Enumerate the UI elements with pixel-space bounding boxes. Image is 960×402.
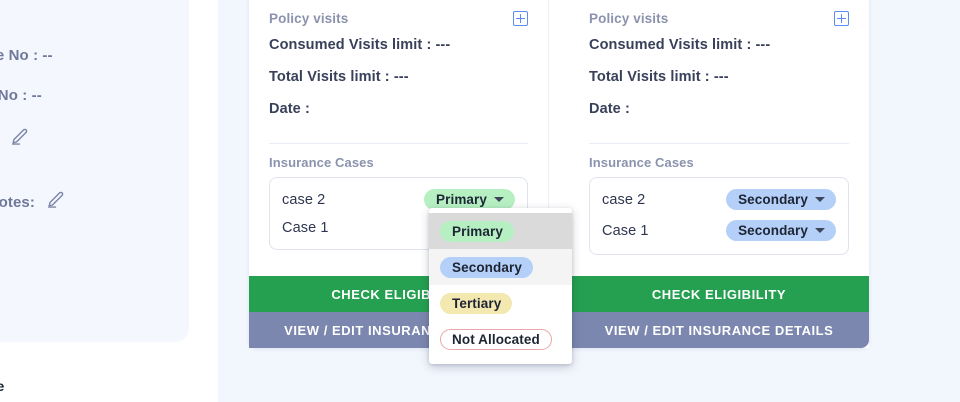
consumed-visits-limit: Consumed Visits limit : ---	[589, 37, 771, 53]
option-chip: Primary	[440, 220, 514, 242]
pencil-icon[interactable]	[9, 127, 29, 151]
patient-info-line: cial Notes:	[0, 190, 65, 214]
divider	[269, 143, 528, 144]
total-visits-limit: Total Visits limit : ---	[269, 69, 409, 85]
plus-square-icon[interactable]	[834, 11, 849, 26]
case-name: case 2	[602, 191, 646, 208]
case-status-label: Secondary	[738, 192, 808, 207]
plus-square-icon[interactable]	[513, 11, 528, 26]
policy-visits-title: Policy visits	[269, 11, 349, 26]
insurance-case-row: Case 1	[282, 215, 515, 241]
chevron-down-icon	[494, 197, 504, 202]
case-status-chip[interactable]: Secondary	[726, 220, 836, 241]
policy-visits-header: Policy visits	[589, 0, 849, 29]
insurance-cases-box: case 2 Secondary Case 1 Secondary	[589, 177, 849, 255]
case-status-label: Primary	[436, 192, 487, 207]
policy-date: Date :	[269, 101, 310, 117]
insurance-case-row: case 2 Secondary	[602, 184, 836, 215]
case-name: case 2	[282, 191, 326, 208]
total-visits-limit: Total Visits limit : ---	[589, 69, 729, 85]
clipped-bottom-text: ne	[0, 378, 5, 394]
chevron-down-icon	[815, 197, 825, 202]
option-chip: Not Allocated	[440, 328, 552, 350]
dropdown-option-not-allocated[interactable]: Not Allocated	[429, 321, 572, 357]
case-status-chip[interactable]: Secondary	[726, 189, 836, 210]
policy-visits-title: Policy visits	[589, 11, 669, 26]
policy-visits-header: Policy visits	[269, 0, 528, 29]
patient-info-text: f Fax No : --	[0, 87, 42, 104]
patient-info-line: f Fax No : --	[0, 87, 42, 104]
patient-info-line: Phone No : --	[0, 47, 53, 64]
case-status-label: Secondary	[738, 223, 808, 238]
insurance-cases-title: Insurance Cases	[269, 155, 374, 170]
case-name: Case 1	[602, 222, 649, 239]
pencil-icon[interactable]	[45, 190, 65, 214]
insurance-card-right: Policy visits Consumed Visits limit : --…	[569, 0, 869, 348]
case-status-chip[interactable]: Primary	[424, 189, 515, 210]
insurance-case-row: case 2 Primary	[282, 184, 515, 215]
policy-date: Date :	[589, 101, 630, 117]
patient-info-text: Phone No : --	[0, 47, 53, 64]
consumed-visits-limit: Consumed Visits limit : ---	[269, 37, 451, 53]
patient-info-line: rgies:	[0, 127, 29, 151]
check-eligibility-button[interactable]: CHECK ELIGIBILITY	[569, 276, 869, 312]
option-chip: Tertiary	[440, 292, 513, 314]
patient-info-text: cial Notes:	[0, 194, 35, 211]
insurance-case-row: Case 1 Secondary	[602, 215, 836, 246]
patient-info-card: t A & Part B))ual Visit Count: 1:Phone N…	[0, 0, 189, 342]
status-dropdown-menu[interactable]: Primary Secondary Tertiary Not Allocated	[429, 208, 572, 364]
case-name: Case 1	[282, 220, 329, 236]
dropdown-option-tertiary[interactable]: Tertiary	[429, 285, 572, 321]
insurance-cases-box: case 2 Primary Case 1	[269, 177, 528, 250]
divider	[589, 143, 849, 144]
chevron-down-icon	[815, 228, 825, 233]
card-actions: CHECK ELIGIBILITY VIEW / EDIT INSURANCE …	[569, 276, 869, 348]
option-chip: Secondary	[440, 256, 533, 278]
dropdown-option-primary[interactable]: Primary	[429, 213, 572, 249]
dropdown-option-secondary[interactable]: Secondary	[429, 249, 572, 285]
view-edit-insurance-details-button[interactable]: VIEW / EDIT INSURANCE DETAILS	[569, 312, 869, 348]
insurance-cases-title: Insurance Cases	[589, 155, 694, 170]
